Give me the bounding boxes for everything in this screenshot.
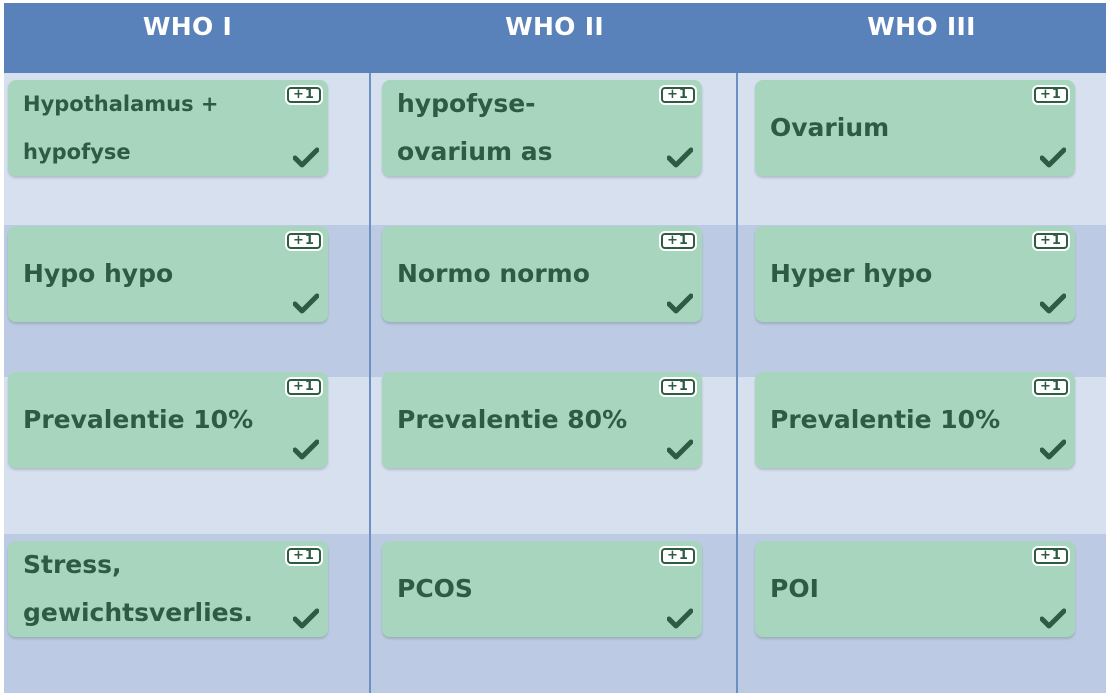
card-label: Hyper hypo [770,259,933,288]
checkmark-icon [667,608,693,629]
points-badge: +1 [1032,546,1070,566]
answer-card[interactable]: Ovarium +1 [755,80,1075,176]
card-label: Hypothalamus + hypofyse [23,92,219,164]
column-title-who-2: WHO II [505,12,604,41]
answer-card[interactable]: Prevalentie 10% +1 [755,372,1075,468]
column-divider [736,73,738,693]
answer-card[interactable]: Hyper hypo +1 [755,226,1075,322]
column-title-who-1: WHO I [142,12,233,41]
answer-card[interactable]: POI +1 [755,541,1075,637]
column-title-who-3: WHO III [867,12,976,41]
checkmark-icon [667,147,693,168]
points-badge: +1 [1032,231,1070,251]
checkmark-icon [293,439,319,460]
points-badge: +1 [285,85,323,105]
points-badge: +1 [1032,85,1070,105]
column-header-bar: WHO I WHO II WHO III [4,3,1106,73]
card-label: Prevalentie 10% [23,405,254,434]
checkmark-icon [1040,608,1066,629]
points-badge: +1 [659,85,697,105]
answer-card[interactable]: PCOS +1 [382,541,702,637]
answer-card[interactable]: hypofyse-ovarium as +1 [382,80,702,176]
card-label: hypofyse-ovarium as [397,89,553,166]
checkmark-icon [1040,147,1066,168]
points-badge: +1 [659,546,697,566]
checkmark-icon [293,293,319,314]
checkmark-icon [293,147,319,168]
points-badge: +1 [285,546,323,566]
card-label: Stress, gewichtsverlies. [23,550,254,627]
points-badge: +1 [659,231,697,251]
checkmark-icon [1040,293,1066,314]
column-divider [369,73,371,693]
card-label: Prevalentie 80% [397,405,628,434]
answer-card[interactable]: Hypo hypo +1 [8,226,328,322]
card-label: PCOS [397,574,473,603]
answer-card[interactable]: Normo normo +1 [382,226,702,322]
points-badge: +1 [659,377,697,397]
points-badge: +1 [1032,377,1070,397]
answer-card[interactable]: Prevalentie 80% +1 [382,372,702,468]
card-label: Hypo hypo [23,259,174,288]
answer-card[interactable]: Hypothalamus + hypofyse +1 [8,80,328,176]
checkmark-icon [293,608,319,629]
card-label: Prevalentie 10% [770,405,1001,434]
points-badge: +1 [285,377,323,397]
card-label: Normo normo [397,259,590,288]
points-badge: +1 [285,231,323,251]
answer-card[interactable]: Stress, gewichtsverlies. +1 [8,541,328,637]
card-label: Ovarium [770,113,890,142]
card-label: POI [770,574,819,603]
checkmark-icon [1040,439,1066,460]
matching-board: WHO I WHO II WHO III Hypothalamus + hypo… [4,3,1106,693]
checkmark-icon [667,293,693,314]
checkmark-icon [667,439,693,460]
answer-card[interactable]: Prevalentie 10% +1 [8,372,328,468]
